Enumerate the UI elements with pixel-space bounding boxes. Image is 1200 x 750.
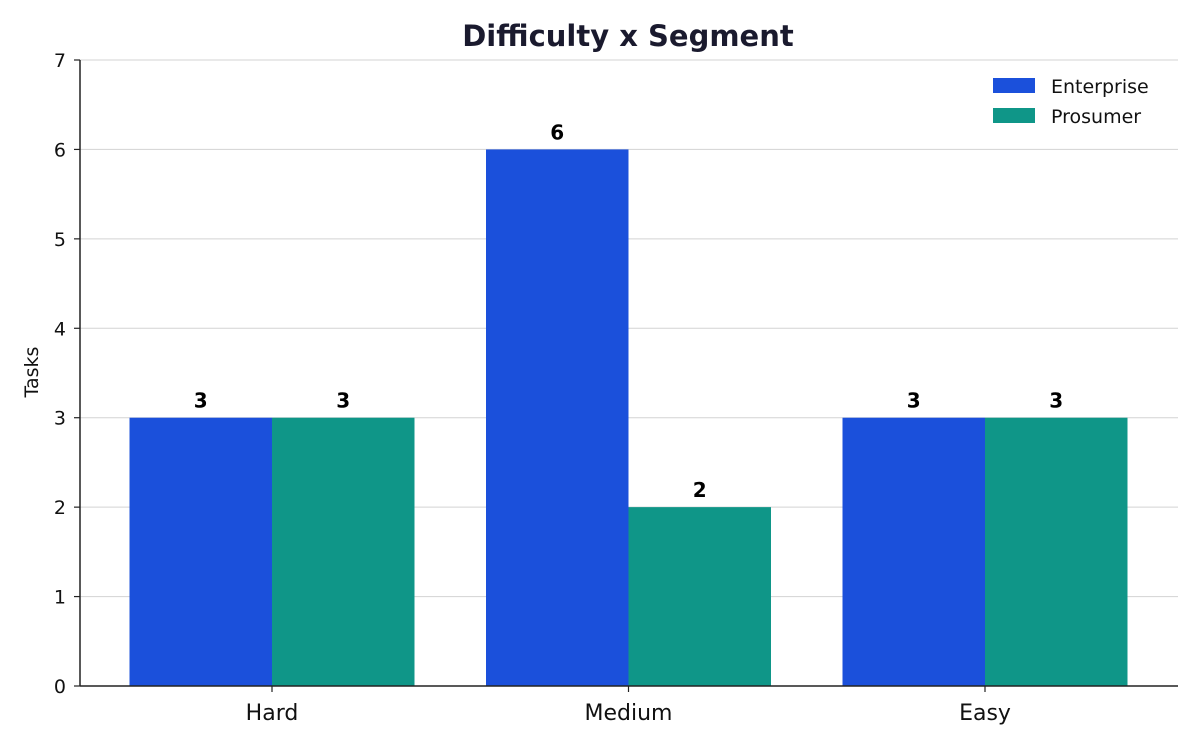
x-tick-label: Medium	[585, 701, 673, 726]
value-label: 6	[550, 120, 564, 144]
y-tick-label: 2	[54, 497, 66, 519]
bar-enterprise-hard	[129, 417, 272, 686]
y-tick-label: 0	[54, 676, 66, 698]
value-label: 2	[693, 478, 707, 502]
legend-swatch-prosumer	[993, 108, 1035, 123]
value-label: 3	[194, 389, 208, 413]
legend-swatch-enterprise	[993, 78, 1035, 93]
bar-prosumer-medium	[628, 507, 771, 686]
y-tick-label: 5	[54, 229, 66, 251]
y-tick-label: 4	[54, 318, 66, 340]
value-labels: 3 6 3 3 2 3	[194, 120, 1063, 502]
value-label: 3	[1049, 389, 1063, 413]
x-tick-label: Hard	[246, 701, 299, 726]
bar-prosumer-hard	[272, 417, 415, 686]
axes: 0 1 2 3 4 5 6 7 Hard Medium Easy	[54, 50, 1178, 726]
x-tick-label: Easy	[959, 701, 1011, 726]
legend-label-prosumer: Prosumer	[1051, 106, 1141, 128]
y-tick-label: 1	[54, 587, 66, 609]
legend-label-enterprise: Enterprise	[1051, 76, 1149, 98]
bar-enterprise-easy	[842, 417, 985, 686]
y-tick-label: 7	[54, 50, 66, 72]
bars	[129, 149, 1128, 686]
legend: Enterprise Prosumer	[993, 76, 1149, 128]
chart-title: Difficulty x Segment	[462, 19, 794, 53]
y-axis-label: Tasks	[21, 347, 43, 399]
value-label: 3	[907, 389, 921, 413]
bar-prosumer-easy	[985, 417, 1128, 686]
y-tick-label: 3	[54, 408, 66, 430]
value-label: 3	[336, 389, 350, 413]
y-tick-label: 6	[54, 139, 66, 161]
bar-enterprise-medium	[486, 149, 629, 686]
